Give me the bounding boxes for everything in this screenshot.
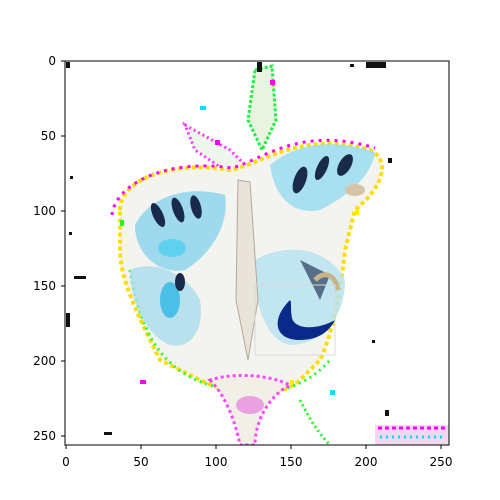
noise-stem-right [298, 399, 332, 445]
wing-blue-patch [160, 282, 180, 318]
image-display [65, 61, 449, 445]
y-tick-label: 0 [48, 54, 56, 68]
wing-spot [150, 203, 166, 227]
wing-spot [190, 195, 202, 219]
x-tick-label: 0 [62, 455, 70, 469]
wing-spot [314, 156, 330, 180]
wing-spot [175, 273, 185, 291]
corner-noise-patch [375, 425, 449, 445]
wing-blue-patch [158, 239, 186, 257]
wing-spot [171, 197, 185, 223]
left-antenna-region [182, 121, 253, 177]
wing-ochre-stroke [313, 272, 341, 291]
butterfly-body [235, 179, 259, 361]
butterfly-head-region [246, 64, 278, 154]
x-tick-label: 250 [430, 455, 453, 469]
y-axis: 0 50 100 150 200 250 [33, 54, 65, 443]
wing-spot [292, 166, 308, 194]
y-tick-label: 50 [41, 129, 56, 143]
x-tick-label: 150 [280, 455, 303, 469]
speckles [66, 62, 392, 435]
navy-crescent [277, 300, 335, 340]
y-tick-label: 100 [33, 204, 56, 218]
axes-frame [64, 60, 450, 446]
wing-spot [337, 154, 353, 176]
wing-tint [345, 184, 365, 196]
x-tick-label: 200 [355, 455, 378, 469]
flower-bud [236, 396, 264, 414]
y-tick-label: 150 [33, 279, 56, 293]
x-tick-label: 100 [205, 455, 228, 469]
y-tick-label: 200 [33, 354, 56, 368]
x-axis: 0 50 100 150 200 250 [62, 445, 452, 469]
color-speckles [120, 80, 359, 395]
noise-edge-lower [128, 269, 332, 395]
y-tick-label: 250 [33, 429, 56, 443]
faint-box [254, 284, 336, 356]
x-tick-label: 50 [133, 455, 148, 469]
